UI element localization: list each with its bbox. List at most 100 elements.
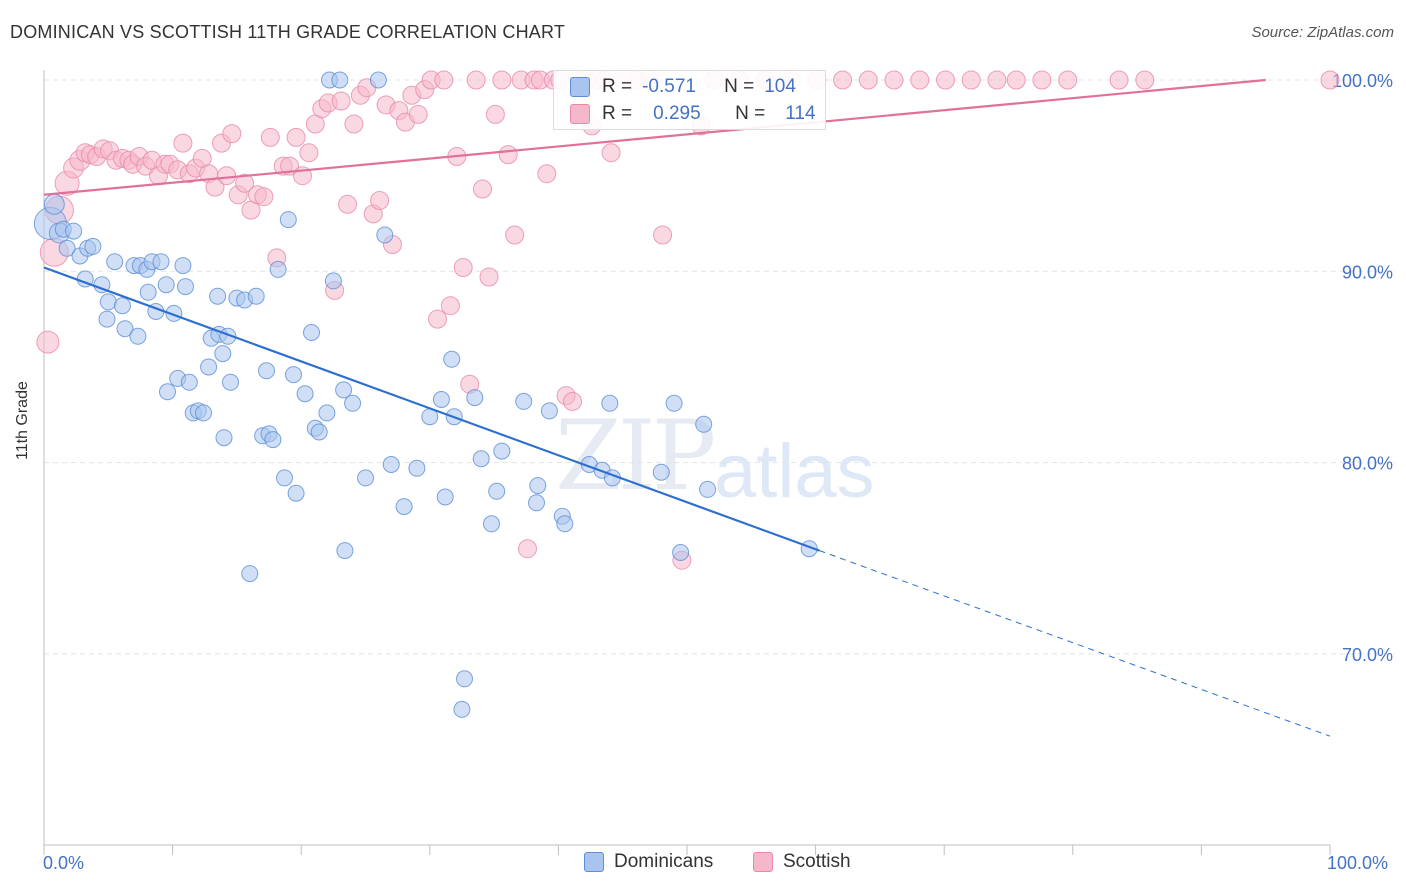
dominicans-trend-line bbox=[43, 266, 820, 552]
dominicans-point bbox=[665, 394, 683, 412]
dominicans-point bbox=[209, 287, 227, 305]
dominicans-point bbox=[241, 565, 259, 583]
dominicans-point bbox=[695, 415, 713, 433]
scottish-point bbox=[492, 70, 512, 90]
scottish-point bbox=[987, 70, 1007, 90]
dominicans-point bbox=[258, 362, 275, 380]
dominicans-point bbox=[106, 253, 124, 271]
scottish-point bbox=[434, 70, 454, 90]
scottish-point bbox=[601, 143, 621, 163]
scottish-point bbox=[910, 70, 930, 90]
dominicans-point bbox=[264, 431, 282, 449]
dominicans-point bbox=[177, 278, 194, 296]
dominicans-point bbox=[99, 293, 117, 311]
dominicans-point bbox=[436, 488, 454, 506]
scottish-point bbox=[485, 104, 505, 124]
dominicans-point bbox=[540, 402, 558, 420]
dominicans-point bbox=[408, 459, 426, 477]
scottish-point bbox=[331, 91, 351, 111]
scottish-point bbox=[1058, 70, 1078, 90]
y-tick-label: 70.0% bbox=[1342, 645, 1393, 665]
dominicans-point bbox=[98, 310, 116, 328]
dominicans-point bbox=[376, 226, 394, 244]
dominicans-point bbox=[65, 222, 83, 240]
scottish-point bbox=[563, 391, 582, 411]
scottish-point bbox=[344, 114, 364, 134]
scottish-point bbox=[884, 70, 904, 90]
legend-label: Scottish bbox=[783, 851, 851, 872]
dominicans-point bbox=[287, 484, 305, 502]
dominicans-point bbox=[195, 404, 212, 422]
dominicans-point bbox=[331, 71, 349, 89]
n-value: 114 bbox=[785, 103, 816, 124]
n-value: 104 bbox=[764, 76, 796, 97]
dominicans-point bbox=[303, 324, 320, 341]
r-value: -0.571 bbox=[642, 76, 696, 97]
scottish-point bbox=[408, 104, 428, 124]
scottish-point bbox=[858, 70, 878, 90]
dominicans-point bbox=[515, 392, 533, 410]
legend-row-scottish: R = 0.295 N = 114 bbox=[554, 101, 816, 127]
dominicans-point bbox=[395, 498, 413, 516]
scottish-point bbox=[260, 127, 280, 147]
scottish-point bbox=[1032, 70, 1052, 90]
dominicans-point bbox=[200, 358, 218, 376]
dominicans-point bbox=[215, 429, 233, 447]
legend-item-scottish: Scottish bbox=[753, 851, 851, 873]
dominicans-point bbox=[472, 450, 490, 468]
scottish-swatch bbox=[570, 104, 590, 124]
dominicans-point bbox=[174, 257, 192, 275]
scottish-point bbox=[473, 179, 492, 199]
scottish-point bbox=[466, 70, 486, 90]
dominicans-point bbox=[129, 327, 147, 345]
scottish-point bbox=[370, 191, 390, 210]
dominicans-swatch bbox=[584, 852, 604, 872]
source-label: Source: ZipAtlas.com bbox=[1251, 24, 1394, 41]
r-label: R = bbox=[602, 103, 633, 124]
dominicans-point bbox=[276, 469, 293, 487]
dominicans-point bbox=[672, 544, 690, 561]
dominicans-point bbox=[432, 391, 450, 408]
dominicans-point bbox=[214, 345, 232, 363]
dominicans-point bbox=[652, 463, 670, 481]
dominicans-point bbox=[466, 389, 484, 407]
dominicans-point bbox=[324, 272, 342, 290]
scottish-point bbox=[936, 70, 955, 90]
dominicans-point bbox=[285, 366, 302, 384]
scottish-point bbox=[833, 70, 853, 90]
legend-row-dominicans: R = -0.571 N = 104 bbox=[554, 74, 796, 100]
dominicans-point bbox=[528, 494, 545, 512]
dominicans-point bbox=[336, 542, 354, 560]
legend-label: Dominicans bbox=[614, 851, 714, 872]
scottish-point bbox=[286, 127, 306, 147]
scottish-point bbox=[1109, 70, 1129, 90]
dominicans-point bbox=[488, 482, 506, 500]
dominicans-point bbox=[456, 670, 473, 688]
dominicans-point bbox=[318, 404, 336, 422]
dominicans-point bbox=[344, 394, 362, 412]
y-tick-label: 80.0% bbox=[1342, 454, 1393, 474]
scottish-point bbox=[961, 70, 981, 90]
scottish-point bbox=[479, 267, 499, 287]
y-axis-label: 11th Grade bbox=[14, 381, 31, 460]
dominicans-point bbox=[157, 276, 175, 294]
dominicans-point bbox=[43, 193, 65, 215]
r-label: R = bbox=[602, 76, 633, 97]
x-tick-label-max: 100.0% bbox=[1327, 853, 1389, 873]
scottish-point bbox=[653, 225, 673, 245]
dominicans-point bbox=[335, 381, 353, 399]
x-tick-label-min: 0.0% bbox=[43, 853, 85, 873]
dominicans-point bbox=[113, 297, 131, 315]
dominicans-point bbox=[369, 71, 387, 89]
n-label: N = bbox=[735, 103, 766, 124]
scottish-point bbox=[173, 133, 193, 153]
scottish-trend-line bbox=[43, 78, 1266, 196]
scottish-point bbox=[498, 145, 518, 165]
dominicans-point bbox=[357, 469, 374, 487]
chart-title: DOMINICAN VS SCOTTISH 11TH GRADE CORRELA… bbox=[10, 22, 566, 42]
n-label: N = bbox=[724, 76, 755, 97]
dominicans-point bbox=[310, 423, 328, 441]
dominicans-point bbox=[483, 515, 500, 533]
scottish-point bbox=[338, 194, 357, 214]
